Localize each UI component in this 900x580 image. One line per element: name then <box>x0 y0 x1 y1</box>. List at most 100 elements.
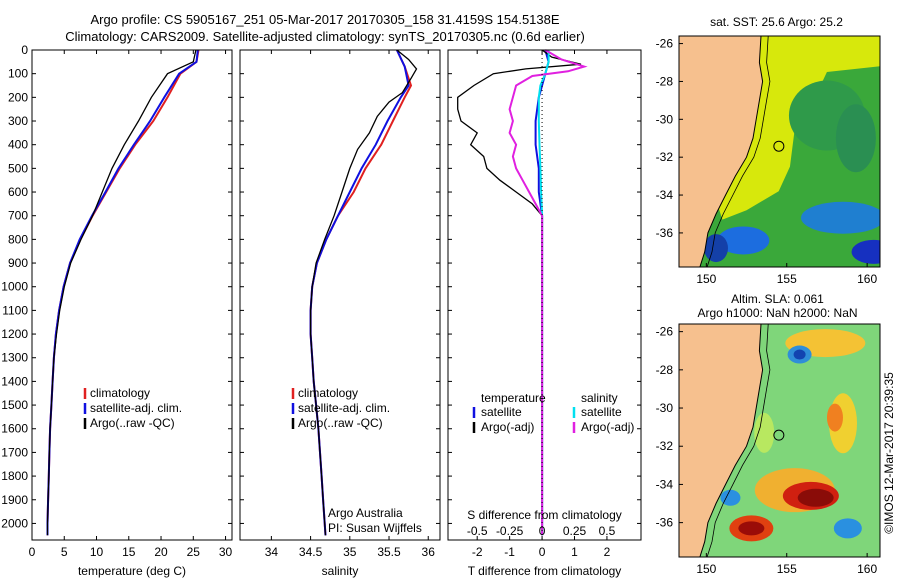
x-tick-label: 35 <box>343 545 357 559</box>
annotation-line1: Argo Australia <box>328 506 403 520</box>
series-line-difference-4 <box>508 49 588 536</box>
x-tick-label: 34.5 <box>299 545 323 559</box>
y-tick-label: 300 <box>8 114 28 128</box>
panel-frame <box>447 49 642 541</box>
cool-water <box>717 226 770 255</box>
map-x-tick-label: 155 <box>777 272 797 286</box>
s-tick-label: -0.5 <box>467 524 488 538</box>
legend-label: Argo(-adj) <box>581 420 634 434</box>
map-layer: -26 -28 -30 -32 -34 -36 150 155 160 sat. SST: 25.… <box>656 15 896 576</box>
float-location-marker <box>773 429 785 441</box>
x-tick-label: 1 <box>571 545 578 559</box>
s-axis-label: S difference from climatology <box>467 508 622 522</box>
profile-layer: 0100200300400500600700800900100011001200… <box>1 43 642 578</box>
map-title-line1: Altim. SLA: 0.061 <box>731 292 824 306</box>
map-y-tick-label: -28 <box>656 363 674 377</box>
x-tick-label: 0 <box>539 545 546 559</box>
sla-low <box>833 518 862 539</box>
y-tick-label: 200 <box>8 90 28 104</box>
sla-high <box>826 403 843 432</box>
sla-high <box>797 488 834 507</box>
y-tick-label: 1900 <box>1 493 28 507</box>
x-tick-label: 2 <box>604 545 611 559</box>
x-tick-label: 20 <box>154 545 168 559</box>
x-tick-label: 35.5 <box>377 545 401 559</box>
map-x-tick-label: 150 <box>696 562 716 576</box>
legend-label: Argo(..raw -QC) <box>298 416 383 430</box>
land-mass <box>679 324 764 557</box>
x-axis-label: salinity <box>322 564 359 578</box>
cool-water <box>703 234 728 263</box>
map-x-tick-label: 160 <box>857 562 877 576</box>
legend-label: satellite <box>581 405 622 419</box>
legend-label: satellite-adj. clim. <box>90 401 182 415</box>
map-panel-sst-map <box>679 36 880 267</box>
series-line-salinity-2 <box>309 49 410 536</box>
sla-low <box>793 349 806 360</box>
x-axis-label: T difference from climatology <box>468 564 622 578</box>
map-frame <box>678 35 881 268</box>
shelf-contour <box>706 324 771 557</box>
map-x-tick-label: 155 <box>777 562 797 576</box>
shelf-contour <box>706 36 771 267</box>
y-tick-label: 1600 <box>1 422 28 436</box>
map-y-tick-label: -32 <box>656 150 674 164</box>
panel-frame <box>239 49 441 541</box>
x-tick-label: 36 <box>422 545 436 559</box>
s-tick-label: -0.25 <box>496 524 524 538</box>
series-line-temperature-1 <box>46 49 200 536</box>
series-line-salinity-1 <box>309 49 413 536</box>
map-y-tick-label: -30 <box>656 112 674 126</box>
sla-high <box>738 521 765 536</box>
profile-panel-temperature: 0100200300400500600700800900100011001200… <box>1 43 232 578</box>
panel-frame <box>31 49 233 541</box>
map-y-tick-label: -26 <box>656 325 674 339</box>
y-tick-label: 1800 <box>1 469 28 483</box>
profile-panel-difference: -2 -1 0 1 2 T difference from climatology -0.5… <box>447 49 642 578</box>
x-tick-label: -2 <box>472 545 483 559</box>
y-tick-label: 1100 <box>2 303 28 317</box>
y-tick-label: 100 <box>8 67 28 81</box>
y-tick-label: 800 <box>8 232 28 246</box>
map-x-tick-label: 150 <box>696 272 716 286</box>
legend-label: Argo(-adj) <box>481 420 534 434</box>
plot-title-line1: Argo profile: CS 5905167_251 05-Mar-2017… <box>90 12 560 27</box>
map-y-tick-label: -34 <box>656 188 674 202</box>
annotation-line2: PI: Susan Wijffels <box>328 521 422 535</box>
plot-title-line2: Climatology: CARS2009. Satellite-adjuste… <box>65 29 585 44</box>
x-tick-label: 0 <box>29 545 36 559</box>
y-tick-label: 1000 <box>1 280 28 294</box>
series-line-difference-2 <box>457 49 582 536</box>
sla-mid <box>754 412 775 453</box>
y-tick-label: 400 <box>8 138 28 152</box>
map-frame-sst-map: -26 -28 -30 -32 -34 -36 150 155 160 sat. SST: 25.… <box>656 15 881 286</box>
map-y-tick-label: -30 <box>656 401 674 415</box>
map-y-tick-label: -34 <box>656 477 674 491</box>
credit-text: ©IMOS 12-Mar-2017 20:39:35 <box>882 372 896 534</box>
y-tick-label: 1700 <box>1 445 28 459</box>
map-frame <box>678 323 881 558</box>
series-line-difference-3 <box>537 50 550 536</box>
x-tick-label: 25 <box>187 545 201 559</box>
land-mass <box>679 36 764 267</box>
y-tick-label: 1300 <box>1 351 28 365</box>
y-tick-label: 0 <box>21 43 28 57</box>
map-title-line2: Argo h1000: NaN h2000: NaN <box>697 306 857 320</box>
eddy-region <box>835 104 876 173</box>
x-tick-label: 15 <box>122 545 136 559</box>
s-tick-label: 0.25 <box>563 524 587 538</box>
y-tick-label: 1200 <box>1 327 28 341</box>
y-tick-label: 700 <box>8 209 28 223</box>
legend-s-title: salinity <box>581 391 618 405</box>
map-y-tick-label: -32 <box>656 439 674 453</box>
map-frame-sla-map: -26 -28 -30 -32 -34 -36 150 155 160 Altim. SLA: 0… <box>656 292 881 576</box>
legend-t-title: temperature <box>481 391 546 405</box>
series-line-salinity-3 <box>309 49 418 536</box>
s-tick-label: 0.5 <box>599 524 616 538</box>
map-title: sat. SST: 25.6 Argo: 25.2 <box>710 15 843 29</box>
map-y-tick-label: -36 <box>656 516 674 530</box>
series-line-temperature-3 <box>46 49 197 536</box>
y-tick-label: 1500 <box>1 398 28 412</box>
x-tick-label: 10 <box>90 545 104 559</box>
